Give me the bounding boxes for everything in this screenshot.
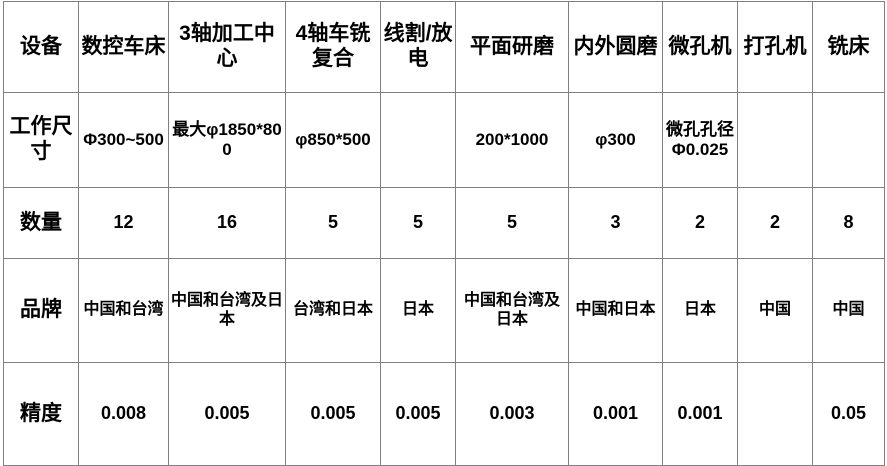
quantity-milling-machine: 8 (812, 187, 885, 259)
brand-wire-edm: 日本 (380, 258, 456, 363)
table-row-brand: 品牌 中国和台湾 中国和台湾及日本 台湾和日本 日本 中国和台湾及日本 中国和日… (3, 258, 885, 363)
accuracy-wire-edm: 0.005 (380, 362, 456, 466)
quantity-surface-grinding: 5 (455, 187, 569, 259)
quantity-internal-external-grinding: 3 (568, 187, 663, 259)
work-size-internal-external-grinding: φ300 (568, 92, 663, 188)
accuracy-drilling-machine (737, 362, 813, 466)
header-cell-3axis-machining-center: 3轴加工中心 (168, 1, 286, 93)
header-cell-4axis-mill-turn: 4轴车铣复合 (285, 1, 381, 93)
brand-cnc-lathe: 中国和台湾 (78, 258, 169, 363)
header-cell-internal-external-grinding: 内外圆磨 (568, 1, 663, 93)
table-row-accuracy: 精度 0.008 0.005 0.005 0.005 0.003 0.001 0… (3, 362, 885, 466)
table-row-work-size: 工作尺寸 Φ300~500 最大φ1850*800 φ850*500 200*1… (3, 92, 885, 188)
work-size-4axis-mill-turn: φ850*500 (285, 92, 381, 188)
equipment-specification-table: 设备 数控车床 3轴加工中心 4轴车铣复合 线割/放电 平面研磨 内外圆磨 微孔… (3, 1, 885, 466)
work-size-cnc-lathe: Φ300~500 (78, 92, 169, 188)
accuracy-surface-grinding: 0.003 (455, 362, 569, 466)
row-label-accuracy: 精度 (3, 362, 79, 466)
work-size-wire-edm (380, 92, 456, 188)
table-row-quantity: 数量 12 16 5 5 5 3 2 2 8 (3, 187, 885, 259)
brand-milling-machine: 中国 (812, 258, 885, 363)
brand-drilling-machine: 中国 (737, 258, 813, 363)
table-header-row: 设备 数控车床 3轴加工中心 4轴车铣复合 线割/放电 平面研磨 内外圆磨 微孔… (3, 1, 885, 93)
header-cell-drilling-machine: 打孔机 (737, 1, 813, 93)
quantity-wire-edm: 5 (380, 187, 456, 259)
header-cell-micro-hole-machine: 微孔机 (662, 1, 738, 93)
header-cell-milling-machine: 铣床 (812, 1, 885, 93)
work-size-surface-grinding: 200*1000 (455, 92, 569, 188)
quantity-micro-hole-machine: 2 (662, 187, 738, 259)
quantity-drilling-machine: 2 (737, 187, 813, 259)
row-label-quantity: 数量 (3, 187, 79, 259)
accuracy-4axis-mill-turn: 0.005 (285, 362, 381, 466)
accuracy-3axis-machining-center: 0.005 (168, 362, 286, 466)
accuracy-internal-external-grinding: 0.001 (568, 362, 663, 466)
header-cell-cnc-lathe: 数控车床 (78, 1, 169, 93)
accuracy-micro-hole-machine: 0.001 (662, 362, 738, 466)
header-cell-surface-grinding: 平面研磨 (455, 1, 569, 93)
work-size-3axis-machining-center: 最大φ1850*800 (168, 92, 286, 188)
work-size-micro-hole-machine: 微孔孔径Φ0.025 (662, 92, 738, 188)
quantity-4axis-mill-turn: 5 (285, 187, 381, 259)
quantity-3axis-machining-center: 16 (168, 187, 286, 259)
header-cell-equipment: 设备 (3, 1, 79, 93)
work-size-milling-machine (812, 92, 885, 188)
brand-micro-hole-machine: 日本 (662, 258, 738, 363)
accuracy-cnc-lathe: 0.008 (78, 362, 169, 466)
accuracy-milling-machine: 0.05 (812, 362, 885, 466)
header-cell-wire-edm: 线割/放电 (380, 1, 456, 93)
work-size-drilling-machine (737, 92, 813, 188)
quantity-cnc-lathe: 12 (78, 187, 169, 259)
brand-4axis-mill-turn: 台湾和日本 (285, 258, 381, 363)
row-label-brand: 品牌 (3, 258, 79, 363)
brand-surface-grinding: 中国和台湾及日本 (455, 258, 569, 363)
brand-internal-external-grinding: 中国和日本 (568, 258, 663, 363)
brand-3axis-machining-center: 中国和台湾及日本 (168, 258, 286, 363)
row-label-work-size: 工作尺寸 (3, 92, 79, 188)
